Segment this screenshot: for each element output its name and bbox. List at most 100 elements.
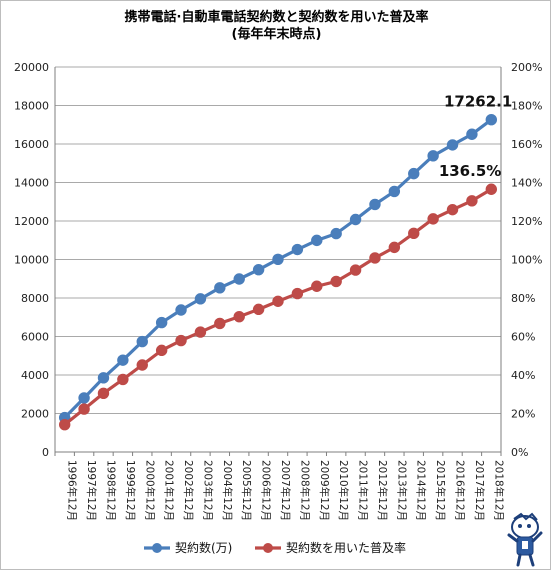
- series-1-point: [117, 354, 129, 366]
- y-tick-left-label: 0: [42, 446, 49, 459]
- y-tick-right-label: 200%: [511, 61, 542, 74]
- x-tick-label: 2018年12月: [492, 460, 505, 521]
- y-tick-left-label: 14000: [14, 177, 49, 190]
- series-2-point: [466, 195, 478, 207]
- y-tick-right-label: 40%: [511, 369, 535, 382]
- series-1-point: [155, 316, 168, 329]
- series-2-point: [214, 317, 226, 330]
- series-2-point: [58, 418, 71, 431]
- series-2-point: [408, 227, 420, 240]
- chart-title: 携帯電話·自動車電話契約数と契約数を用いた普及率: [124, 10, 429, 25]
- y-tick-right-label: 100%: [511, 254, 542, 267]
- series-2-point: [155, 344, 168, 357]
- legend-swatch-point-1: [152, 543, 162, 553]
- x-tick-label: 2005年12月: [240, 460, 253, 521]
- y-tick-left-label: 2000: [21, 408, 49, 421]
- y-tick-right-label: 20%: [511, 408, 535, 421]
- series-2-point: [427, 213, 439, 225]
- y-tick-left-label: 18000: [14, 100, 49, 113]
- x-tick-label: 2015年12月: [434, 460, 447, 521]
- series-2-point: [252, 303, 265, 316]
- series-2-point: [97, 387, 110, 399]
- x-tick-label: 1996年12月: [66, 460, 79, 521]
- series-2-point: [485, 183, 498, 195]
- y-tick-right-label: 120%: [511, 215, 542, 228]
- series-2-point: [78, 403, 90, 415]
- y-tick-left-label: 4000: [21, 369, 49, 382]
- y-tick-right-label: 0%: [511, 446, 528, 459]
- x-tick-label: 2008年12月: [298, 460, 311, 521]
- x-tick-label: 2004年12月: [221, 460, 234, 521]
- chart-subtitle: (毎年年末時点): [231, 27, 322, 42]
- y-tick-right-label: 160%: [511, 138, 542, 151]
- y-tick-left-label: 10000: [14, 254, 49, 267]
- y-tick-left-label: 6000: [21, 331, 49, 344]
- x-tick-label: 1997年12月: [85, 460, 98, 521]
- x-tick-label: 2002年12月: [182, 460, 195, 521]
- series-1-point: [136, 335, 148, 348]
- x-tick-label: 2013年12月: [395, 460, 408, 521]
- series-1-point: [369, 198, 381, 211]
- series-2-point: [175, 334, 187, 347]
- series-1-point: [233, 273, 245, 285]
- series-1-point: [175, 304, 187, 316]
- x-tick-label: 2012年12月: [376, 460, 389, 521]
- series-1-point: [388, 185, 401, 198]
- mascot-figure-icon: [507, 512, 543, 567]
- x-tick-label: 2001年12月: [163, 460, 176, 521]
- x-tick-label: 2014年12月: [415, 460, 428, 521]
- y-tick-left-label: 12000: [14, 215, 49, 228]
- series-2-point: [136, 359, 148, 371]
- series-1-point: [466, 128, 478, 140]
- series-2-point: [446, 203, 459, 216]
- series-1-point: [97, 372, 110, 384]
- series-1-point: [194, 293, 207, 305]
- x-tick-label: 2007年12月: [279, 460, 292, 521]
- series-2-point: [117, 373, 129, 386]
- x-tick-label: 2016年12月: [454, 460, 467, 521]
- series-2-point: [388, 241, 401, 254]
- series-1-point: [408, 167, 420, 180]
- x-tick-label: 2009年12月: [318, 460, 331, 521]
- series-1-point: [78, 392, 90, 404]
- legend-label-2: 契約数を用いた普及率: [286, 540, 406, 555]
- series-2-point: [330, 275, 342, 288]
- x-tick-label: 1999年12月: [124, 460, 137, 521]
- series-2-point: [194, 326, 207, 338]
- legend-swatch-point-2: [263, 543, 273, 553]
- legend-label-1: 契約数(万): [175, 540, 232, 555]
- chart-title-block: 携帯電話·自動車電話契約数と契約数を用いた普及率 (毎年年末時点): [1, 9, 551, 43]
- series-1-point: [330, 227, 342, 240]
- series-1-point: [291, 243, 304, 256]
- series-1-point: [349, 213, 362, 226]
- series-1-point: [252, 263, 265, 276]
- y-tick-left-label: 16000: [14, 138, 49, 151]
- series-2-point: [272, 295, 284, 307]
- y-tick-right-label: 140%: [511, 177, 542, 190]
- y-tick-left-label: 8000: [21, 292, 49, 305]
- x-tick-label: 2017年12月: [473, 460, 486, 521]
- series-2-point: [369, 252, 381, 264]
- series-1-point: [311, 234, 323, 247]
- series-2-point: [291, 287, 304, 300]
- y-tick-left-label: 20000: [14, 61, 49, 74]
- x-tick-label: 1998年12月: [104, 460, 117, 521]
- x-tick-label: 2003年12月: [201, 460, 214, 521]
- x-tick-label: 2006年12月: [260, 460, 273, 521]
- series-1-point: [214, 282, 226, 294]
- x-tick-label: 2010年12月: [337, 460, 350, 521]
- y-tick-right-label: 60%: [511, 331, 535, 344]
- callout-contracts: 17262.1: [444, 93, 512, 111]
- y-tick-right-label: 180%: [511, 100, 542, 113]
- series-2-point: [311, 280, 323, 292]
- series-1-point: [485, 114, 498, 126]
- series-1-point: [446, 139, 459, 151]
- series-1-point: [272, 253, 284, 265]
- y-tick-right-label: 80%: [511, 292, 535, 305]
- x-tick-label: 2011年12月: [357, 460, 370, 521]
- series-2-point: [349, 264, 362, 276]
- callout-penetration: 136.5%: [439, 162, 501, 180]
- series-1-point: [427, 150, 439, 162]
